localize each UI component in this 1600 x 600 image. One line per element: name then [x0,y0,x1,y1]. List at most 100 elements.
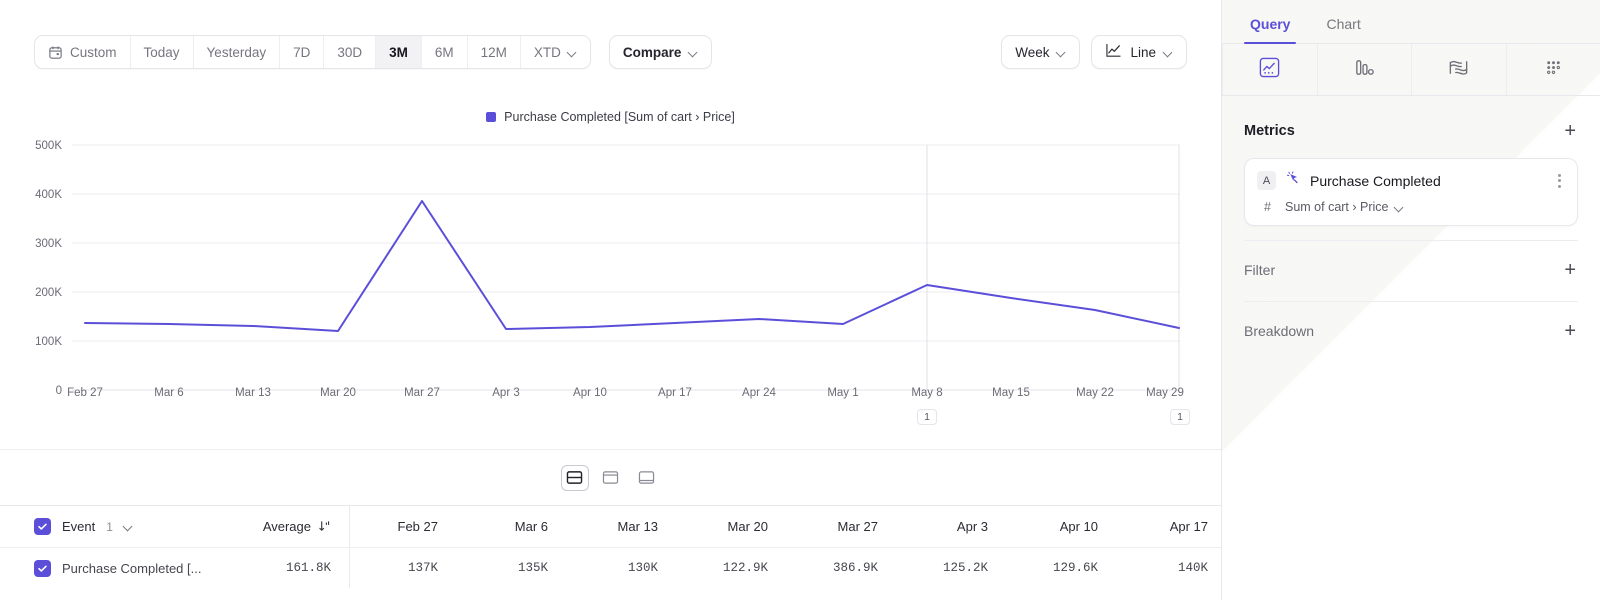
date-column-header[interactable]: Mar 13 [617,519,658,534]
event-column-header[interactable]: Event 1 [0,518,232,535]
x-tick-label: Apr 17 [658,387,692,399]
metric-name: Purchase Completed [1310,172,1441,189]
chart-style-label: Line [1130,44,1156,60]
metric-card[interactable]: A Purchase Completed # Sum of cart [1244,158,1578,226]
svg-text:300K: 300K [35,238,62,250]
date-column-header[interactable]: Feb 27 [397,519,438,534]
date-preset-3m[interactable]: 3M [376,36,422,68]
x-tick-label: Apr 10 [573,387,607,399]
date-preset-label: XTD [533,44,561,60]
split-even-button[interactable] [560,464,589,491]
split-bottom-heavy-icon [638,471,655,484]
select-all-checkbox[interactable] [34,518,51,535]
chart-area: Purchase Completed [Sum of cart › Price]… [0,104,1221,449]
date-column-header[interactable]: Apr 17 [1169,519,1208,534]
chevron-down-icon[interactable] [124,522,133,531]
chart-type-flow[interactable] [1412,44,1507,95]
date-preset-12m[interactable]: 12M [467,36,521,68]
chart-style-dropdown[interactable]: Line [1091,35,1187,69]
metric-aggregation-dropdown[interactable]: Sum of cart › Price [1285,200,1404,214]
date-preset-label: Yesterday [206,44,267,60]
line-chart-plot[interactable]: 500K 400K 300K 200K 100K 0 [0,128,1222,418]
legend-label: Purchase Completed [Sum of cart › Price] [504,110,735,124]
annotation-badge[interactable]: 1 [917,409,937,425]
svg-text:100K: 100K [35,336,62,348]
split-bottom-heavy-button[interactable] [633,465,661,491]
date-preset-label: 3M [389,44,408,60]
date-preset-label: 12M [480,44,507,60]
row-value-cell: 137K [407,561,438,575]
split-top-heavy-icon [602,471,619,484]
date-preset-custom[interactable]: Custom [35,36,131,68]
date-preset-xtd[interactable]: XTD [520,36,590,68]
panel-body: Metrics + A Purchase Completed [1222,96,1600,346]
annotation-badge[interactable]: 1 [1170,409,1190,425]
toolbar: Custom Today Yesterday 7D 30D 3M [0,0,1221,104]
filter-title: Filter [1244,262,1276,278]
chevron-down-icon [689,48,698,57]
x-tick-label: Mar 20 [320,387,356,399]
date-preset-label: 30D [337,44,363,60]
x-tick-label: May 1 [827,387,859,399]
split-top-heavy-button[interactable] [597,465,625,491]
date-column-header[interactable]: Mar 20 [727,519,768,534]
metrics-section-header: Metrics + [1244,116,1578,146]
row-value-cell: 122.9K [722,561,768,575]
x-tick-label: May 29 [1146,387,1184,399]
svg-text:0: 0 [56,385,62,397]
table-row[interactable]: Purchase Completed [... 161.8K 137K 135K… [0,547,1221,588]
row-value-cell: 386.9K [832,561,878,575]
date-column-header[interactable]: Apr 10 [1059,519,1098,534]
chevron-down-icon [568,48,577,57]
x-tick-label: Mar 27 [404,387,440,399]
split-even-icon [566,471,583,484]
panel-tab-bar: Query Chart [1222,0,1600,44]
event-count: 1 [106,519,113,534]
x-tick-label: May 8 [911,387,943,399]
numeric-hash-icon: # [1264,200,1271,214]
tab-label: Chart [1326,16,1361,32]
table-header-row: Event 1 Average Feb 27 Mar 6 Mar 13 [0,506,1221,547]
date-column-header[interactable]: Mar 6 [514,519,548,534]
chart-type-line[interactable] [1222,44,1318,95]
compare-button[interactable]: Compare [608,35,713,69]
data-table: Event 1 Average Feb 27 Mar 6 Mar 13 [0,505,1221,600]
add-metric-button[interactable]: + [1564,120,1576,142]
chart-type-retention[interactable] [1507,44,1600,95]
bar-chart-icon [1353,56,1376,84]
date-column-header[interactable]: Apr 3 [956,519,988,534]
row-value-cell: 130K [627,561,658,575]
row-label-cell: Purchase Completed [... [0,559,232,577]
query-panel: Query Chart [1222,0,1600,600]
event-header-label: Event [62,519,96,534]
sort-descending-icon[interactable] [318,520,331,533]
add-breakdown-button[interactable]: + [1564,320,1576,342]
row-label: Purchase Completed [... [62,560,202,576]
date-preset-label: 7D [293,44,311,60]
chart-type-bar[interactable] [1318,44,1412,95]
date-preset-30d[interactable]: 30D [324,36,377,68]
tab-query[interactable]: Query [1244,16,1297,44]
svg-text:400K: 400K [35,189,62,201]
flow-chart-icon [1447,56,1470,84]
x-tick-label: Feb 27 [67,387,103,399]
average-column-header[interactable]: Average [232,506,350,547]
x-tick-label: Mar 13 [235,387,271,399]
date-column-header[interactable]: Mar 27 [837,519,878,534]
date-range-segmented-control[interactable]: Custom Today Yesterday 7D 30D 3M [34,35,591,69]
date-preset-today[interactable]: Today [130,36,194,68]
breakdown-title: Breakdown [1244,323,1315,339]
legend-color-swatch [486,112,497,122]
metric-more-options-icon[interactable] [1554,172,1565,190]
date-preset-yesterday[interactable]: Yesterday [193,36,281,68]
add-filter-button[interactable]: + [1564,259,1576,281]
date-preset-6m[interactable]: 6M [421,36,468,68]
toolbar-right-group: Week Line [1001,35,1187,69]
row-checkbox[interactable] [34,559,51,577]
date-preset-7d[interactable]: 7D [280,36,325,68]
tab-chart[interactable]: Chart [1320,16,1366,43]
granularity-dropdown[interactable]: Week [1001,35,1081,69]
x-tick-label: Apr 3 [492,387,520,399]
chart-type-selector [1222,44,1600,96]
